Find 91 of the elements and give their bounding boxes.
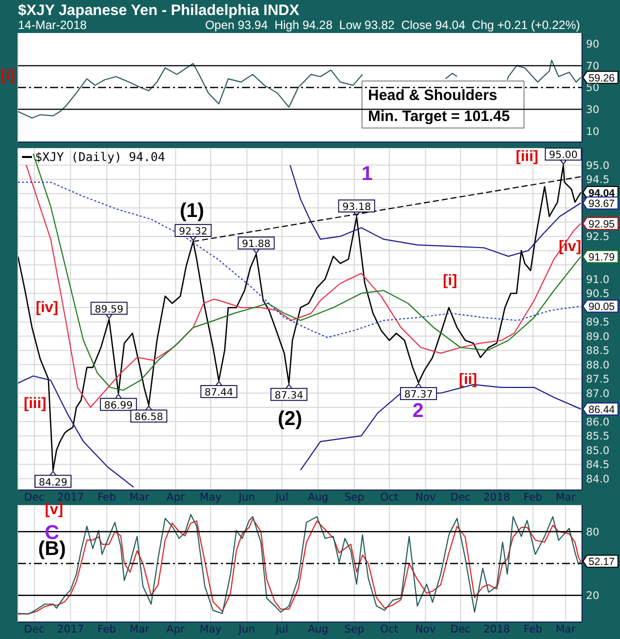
x-tick-label: Feb: [524, 623, 543, 636]
annotation: 86.58: [134, 412, 164, 424]
x-tick-label: Aug: [308, 623, 328, 636]
annotation: 52.17: [588, 556, 615, 568]
annotation: 90.05: [588, 301, 615, 314]
y-tick-label: 85.0: [586, 444, 610, 457]
annotation: 87.44: [204, 388, 234, 399]
line-series: [18, 182, 582, 338]
x-tick-label: Jun: [238, 491, 256, 504]
x-tick-label: Mar: [556, 491, 576, 504]
y-tick-label: 95.0: [586, 160, 610, 172]
y-tick-label: 86.0: [586, 416, 610, 428]
annotation: 1: [361, 163, 373, 185]
annotation: (1): [180, 200, 204, 222]
y-tick-label: 30: [586, 104, 600, 116]
x-tick-label: Mar: [130, 491, 150, 504]
y-tick-label: 89.5: [586, 316, 610, 329]
annotation: [i]: [442, 272, 458, 289]
x-tick-label: Jul: [274, 491, 288, 504]
annotation: 59.26: [588, 72, 615, 84]
y-tick-label: 91.0: [586, 274, 610, 286]
x-tick-label: Feb: [97, 623, 116, 636]
y-tick-label: 90: [586, 38, 600, 51]
annotation: 93.18: [342, 202, 371, 213]
annotation: [ii]: [458, 371, 478, 388]
annotation: 87.37: [404, 390, 433, 401]
y-tick-label: 88.0: [586, 359, 610, 372]
x-tick-label: May: [200, 491, 222, 504]
text: [i]: [0, 67, 16, 84]
y-tick-label: 87.5: [586, 374, 610, 386]
x-tick-label: Dec: [24, 491, 45, 504]
y-tick-label: 84.0: [586, 473, 610, 486]
annotation: 86.99: [104, 400, 133, 412]
x-tick-label: Oct: [380, 491, 398, 504]
annotation: 94.04: [588, 187, 615, 200]
y-tick-label: 70: [586, 60, 600, 72]
chart-subtitle: 14-Mar-2018: [18, 18, 87, 32]
annotation: 92.95: [588, 218, 615, 231]
annotation: [iii]: [24, 395, 46, 412]
x-tick-label: Sep: [344, 491, 365, 504]
x-tick-label: Feb: [524, 491, 543, 504]
annotation: 92.32: [178, 226, 208, 238]
x-tick-label: Oct: [380, 623, 398, 636]
x-tick-label: Mar: [130, 623, 150, 636]
x-tick-label: 2017: [57, 491, 84, 504]
annotation: 84.29: [38, 477, 68, 488]
x-tick-label: Dec: [450, 623, 471, 636]
x-tick-label: Mar: [556, 623, 576, 636]
y-tick-label: 10: [586, 126, 600, 138]
y-tick-label: 50: [586, 82, 600, 94]
y-tick-label: 80: [586, 526, 600, 538]
y-tick-label: 84.5: [586, 459, 610, 472]
annotation: [iii]: [516, 148, 538, 165]
x-tick-label: Jun: [238, 623, 256, 636]
x-tick-label: Nov: [415, 623, 436, 636]
x-tick-label: 2018: [483, 623, 510, 636]
x-tick-label: 2018: [483, 491, 510, 504]
x-tick-label: Sep: [344, 623, 365, 636]
annotation: Head & Shoulders Min. Target = 101.45: [368, 87, 510, 125]
x-tick-label: May: [200, 623, 222, 636]
annotation: [v]: [44, 501, 64, 518]
x-tick-label: Dec: [450, 491, 471, 504]
y-tick-label: 88.5: [586, 345, 610, 358]
y-tick-label: 90.5: [586, 288, 610, 300]
y-tick-label: 92.5: [586, 231, 610, 244]
annotation: 93.67: [588, 198, 615, 210]
x-tick-label: 2017: [57, 623, 84, 636]
annotation: (2): [278, 408, 302, 430]
x-tick-label: Nov: [415, 491, 436, 504]
x-tick-label: Apr: [166, 623, 186, 636]
text: Open 93.94 High 94.28 Low 93.82 Close 94.04 Chg +0.21 (+0.22%): [205, 18, 580, 32]
annotation: 91.88: [242, 239, 271, 250]
annotation: [iv]: [36, 299, 58, 316]
x-tick-label: Apr: [166, 491, 186, 504]
x-tick-label: Feb: [97, 491, 116, 504]
x-tick-label: Dec: [24, 623, 45, 636]
chart-title: $XJY Japanese Yen - Philadelphia INDX: [18, 2, 300, 19]
annotation: 2: [412, 400, 424, 422]
y-tick-label: 89.0: [586, 330, 610, 343]
annotation: 95.00: [548, 150, 578, 162]
annotation: 89.59: [94, 304, 124, 316]
y-tick-label: 87.0: [586, 388, 610, 400]
y-tick-label: 94.5: [586, 174, 610, 186]
y-tick-label: 20: [586, 590, 600, 602]
x-tick-label: Aug: [308, 491, 328, 504]
annotation: 91.79: [588, 252, 615, 264]
y-tick-label: 85.5: [586, 430, 610, 443]
annotation: 87.34: [274, 390, 304, 402]
legend-label: $XJY (Daily) 94.04: [35, 150, 166, 164]
x-tick-label: Jul: [274, 623, 288, 636]
annotation: 86.44: [588, 404, 615, 416]
